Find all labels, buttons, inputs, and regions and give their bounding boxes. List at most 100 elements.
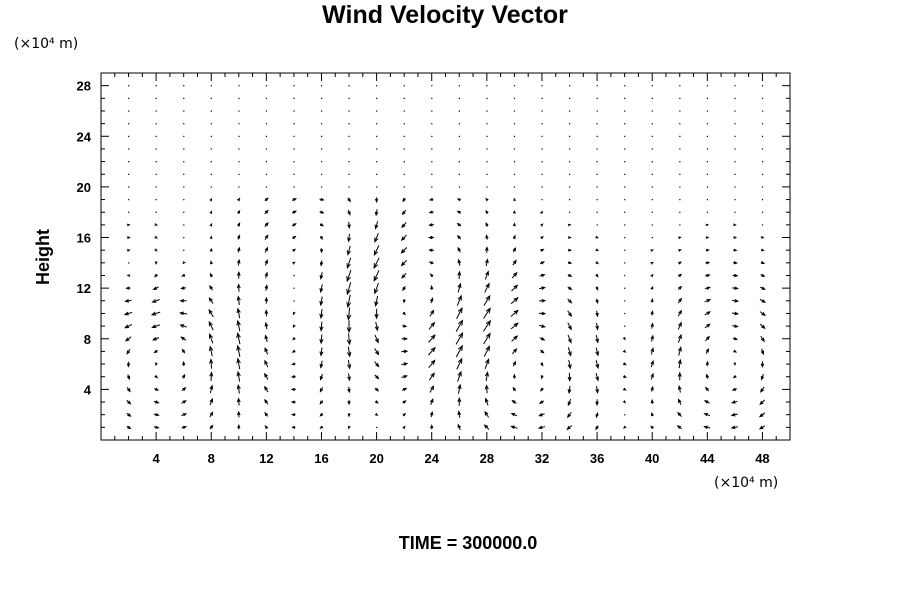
wind-arrow-head [374,237,379,243]
wind-arrow [704,386,710,392]
wind-arrow-shaft [567,347,572,356]
wind-arrow-head [237,222,241,227]
wind-arrow-head [483,424,489,429]
wind-arrow [400,234,407,242]
wind-arrow [624,300,626,302]
wind-arrow [679,199,681,201]
wind-arrow-dot [569,161,571,163]
wind-arrow [457,282,462,293]
wind-arrow-head [567,364,572,370]
wind-arrow [595,286,599,291]
wind-arrow [374,361,380,368]
wind-arrow-head [236,370,241,377]
wind-arrow [128,123,130,125]
wind-arrow-head [677,346,682,352]
wind-arrow [595,425,599,431]
wind-arrow [126,236,131,240]
wind-arrow [541,161,543,163]
wind-arrow-head [457,357,463,364]
wind-arrow-head [237,246,241,252]
wind-arrow [679,211,681,213]
wind-arrow [428,359,436,369]
wind-arrow [182,260,186,265]
wind-arrow [153,412,160,417]
wind-arrow-dot [458,148,460,150]
wind-arrow [540,235,544,240]
wind-arrow [376,161,378,163]
wind-arrow-head [430,334,436,340]
wind-arrow-dot [293,97,295,100]
wind-arrow [236,383,241,394]
wind-arrow [373,257,380,269]
wind-arrow-dot [210,123,212,125]
wind-arrow-head [264,284,269,289]
wind-arrow-head [595,299,599,305]
wind-arrow-shaft [482,320,491,332]
wind-arrow-head [264,246,269,252]
wind-arrow [513,135,516,137]
wind-arrow [264,347,269,355]
wind-arrow-head [291,349,296,353]
wind-arrow-head [346,288,351,296]
wind-arrow-head [264,197,269,202]
wind-arrow [541,135,543,137]
wind-arrow-shaft [209,334,214,344]
wind-arrow-head [760,375,765,381]
wind-arrow [596,85,598,87]
wind-arrow [624,186,626,188]
wind-arrow [732,324,739,328]
wind-arrow-head [650,285,654,290]
wind-arrow [401,209,407,216]
wind-arrow-head [428,235,433,240]
wind-arrow-dot [348,173,350,175]
wind-arrow [458,85,460,87]
wind-arrow [624,414,626,416]
wind-arrow [513,209,516,214]
wind-arrow [402,299,406,304]
wind-arrow [595,386,599,394]
wind-arrow-head [595,325,599,331]
wind-arrow [510,425,518,430]
x-tick-label: 40 [645,451,659,466]
wind-arrow [428,223,434,227]
wind-arrow-dot [651,237,653,239]
wind-arrow [761,161,764,163]
wind-arrow-head [595,312,599,318]
wind-arrow-shaft [456,358,463,370]
wind-arrow [183,161,185,163]
wind-arrow-dot [155,211,157,213]
wind-arrow [153,349,158,354]
wind-arrow [596,148,598,150]
wind-arrow-head [650,372,654,378]
wind-arrow-head [264,209,269,214]
wind-arrow [733,349,738,353]
wind-arrow [292,235,297,240]
wind-arrow [179,324,187,328]
wind-arrow-head [538,400,544,404]
wind-arrow [209,222,213,227]
wind-arrow-dot [348,135,350,137]
wind-arrow-head [347,401,351,406]
wind-arrow-head [375,350,380,356]
wind-arrow [457,270,462,280]
wind-arrow [457,370,462,382]
wind-arrow-shaft [346,282,352,295]
wind-arrow-head [428,210,433,214]
wind-arrow-shaft [152,324,161,328]
wind-arrow [237,410,241,418]
wind-arrow [320,85,323,87]
wind-arrow [293,110,295,112]
wind-arrow [237,424,241,430]
wind-arrow-head [346,339,352,346]
wind-arrow-head [678,285,683,290]
wind-arrow [401,387,408,392]
wind-arrow [651,224,653,226]
wind-arrow [347,413,351,418]
wind-arrow-head [264,411,268,417]
wind-arrow [541,85,543,87]
wind-arrow-head [209,397,214,403]
wind-arrow-head [541,298,547,303]
wind-arrow [677,398,682,405]
wind-arrow-shaft [347,346,351,357]
wind-arrow [457,423,461,431]
